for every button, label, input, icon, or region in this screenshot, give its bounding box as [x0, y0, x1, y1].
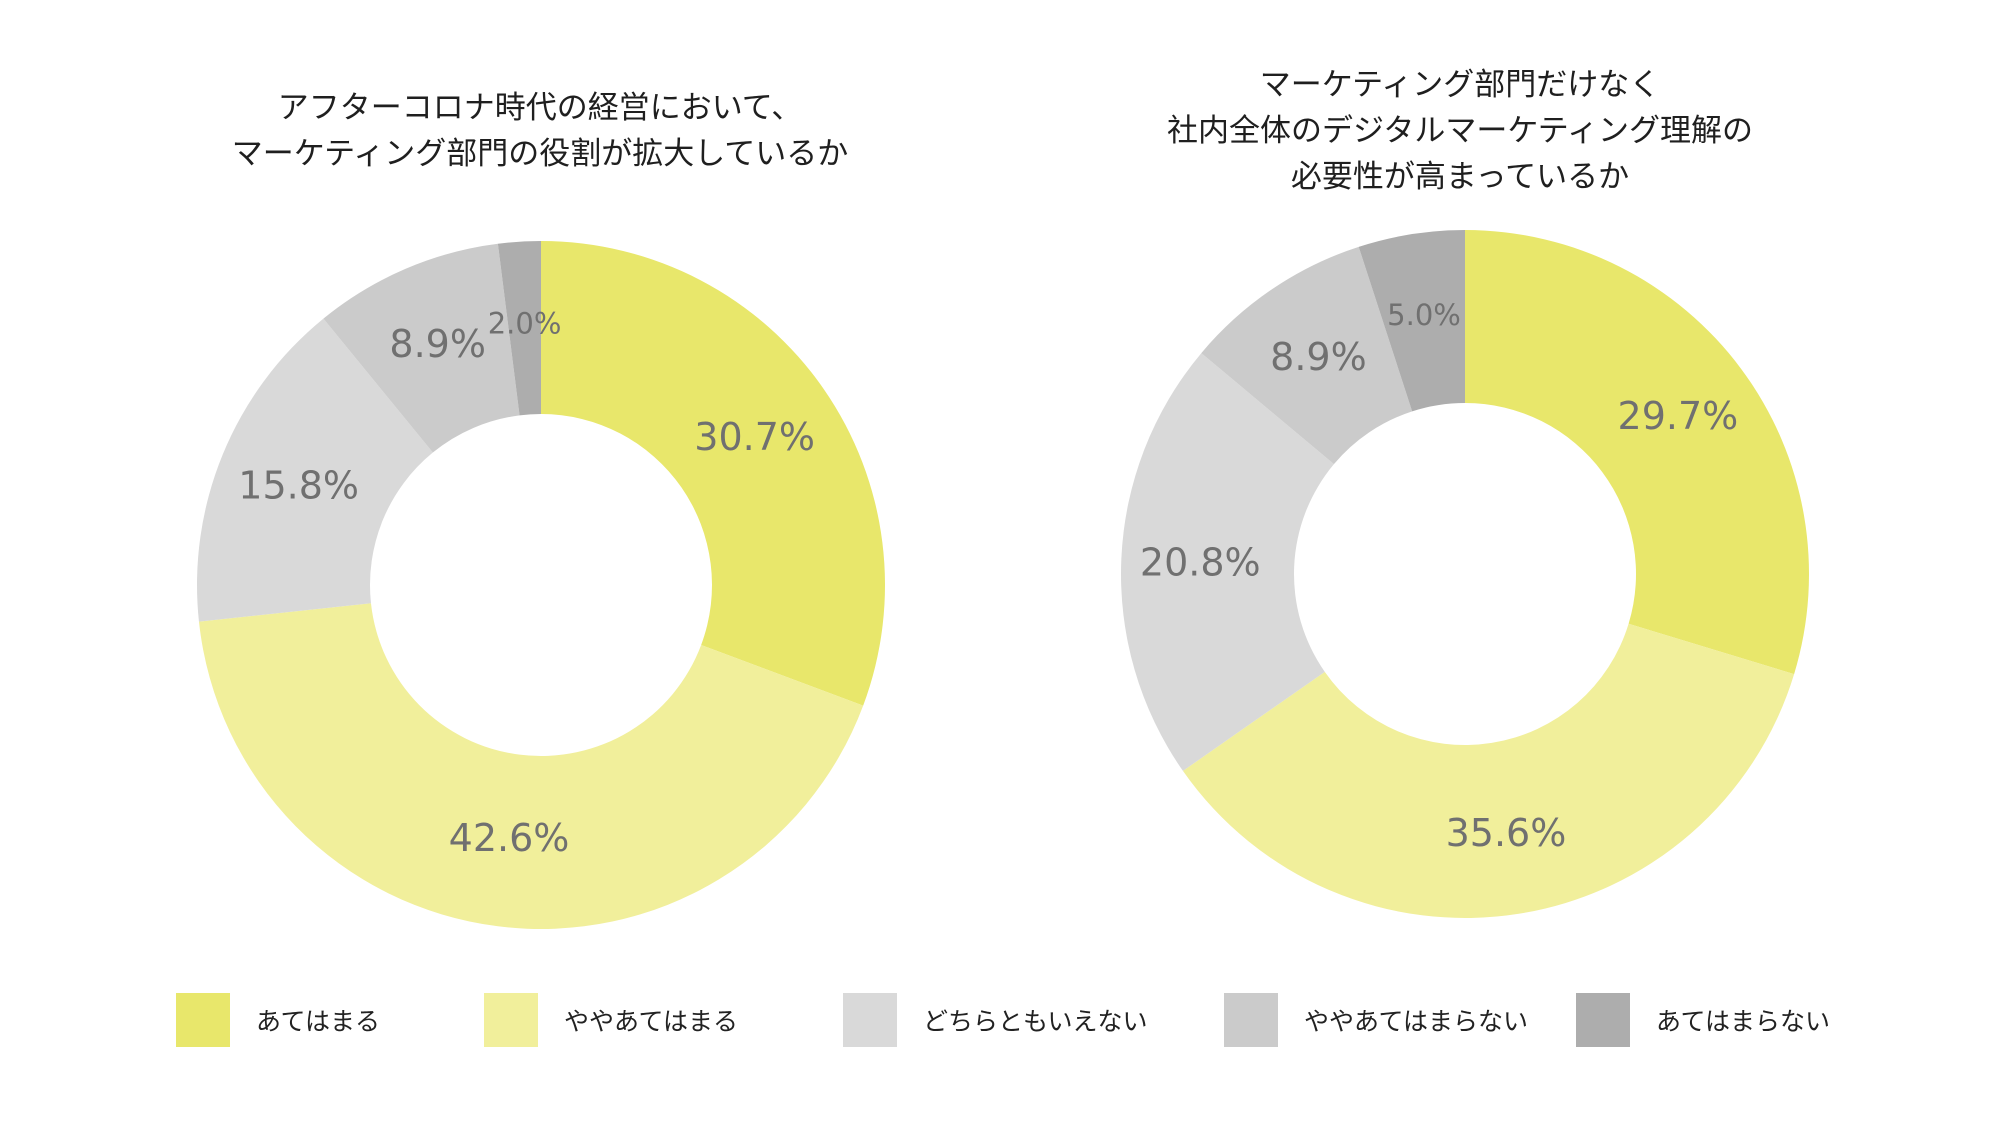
legend-label-atehamaru: あてはまる	[256, 1007, 381, 1036]
donut-2-label-atehamaru: 29.7%	[1618, 394, 1739, 438]
legend-item-yaya-atehamaru: ややあてはまる	[484, 993, 738, 1047]
donut-1-slice-atehamaranai	[497, 241, 541, 416]
donut-2-slice-yaya-atehamaranai	[1201, 246, 1413, 465]
chart-2-title: マーケティング部門だけなく 社内全体のデジタルマーケティング理解の 必要性が高ま…	[1080, 62, 1840, 200]
legend-swatch-atehamaranai	[1576, 993, 1630, 1047]
chart-1-title-line-1: アフターコロナ時代の経営において、	[277, 90, 803, 126]
chart-2-title-line-3: 必要性が高まっているか	[1290, 159, 1630, 195]
donut-1-label-yaya-atehamaru: 42.6%	[449, 816, 570, 860]
legend-label-yaya-atehamaru: ややあてはまる	[564, 1007, 739, 1036]
donut-1-slice-atehamaru	[541, 241, 886, 706]
legend-swatch-yaya-atehamaranai	[1224, 993, 1278, 1047]
donut-2-label-atehamaranai: 5.0%	[1387, 298, 1461, 332]
donut-1-label-dochiratomo: 15.8%	[238, 463, 359, 507]
donut-2-slice-dochiratomo	[1121, 353, 1334, 771]
donut-2-label-yaya-atehamaru: 35.6%	[1446, 811, 1567, 855]
legend-swatch-dochiratomo	[843, 993, 897, 1047]
legend-label-yaya-atehamaranai: ややあてはまらない	[1304, 1007, 1529, 1036]
donut-chart-2: 29.7% 35.6% 20.8% 8.9% 5.0%	[1121, 230, 1809, 918]
donut-1-slice-yaya-atehamaru	[198, 603, 864, 929]
donut-2-slice-atehamaru	[1465, 230, 1809, 675]
donut-1-label-yaya-atehamaranai: 8.9%	[389, 322, 486, 366]
donut-1-label-atehamaranai: 2.0%	[488, 307, 562, 341]
legend-label-dochiratomo: どちらともいえない	[923, 1007, 1148, 1036]
legend-swatch-yaya-atehamaru	[484, 993, 538, 1047]
donut-1-slice-dochiratomo	[197, 318, 433, 622]
donut-1-slice-yaya-atehamaranai	[323, 243, 520, 453]
chart-2-title-line-2: 社内全体のデジタルマーケティング理解の	[1167, 113, 1753, 149]
donut-2-slice-atehamaranai	[1358, 230, 1465, 412]
donut-2-label-yaya-atehamaranai: 8.9%	[1270, 335, 1367, 379]
chart-1-title: アフターコロナ時代の経営において、 マーケティング部門の役割が拡大しているか	[160, 85, 920, 177]
chart-2-title-line-1: マーケティング部門だけなく	[1259, 67, 1661, 103]
legend-item-dochiratomo: どちらともいえない	[843, 993, 1148, 1047]
donut-chart-1: 30.7% 42.6% 15.8% 8.9% 2.0%	[197, 241, 886, 929]
legend-swatch-atehamaru	[176, 993, 230, 1047]
donut-1-label-atehamaru: 30.7%	[694, 415, 815, 459]
legend-label-atehamaranai: あてはまらない	[1656, 1007, 1831, 1036]
legend-item-atehamaranai: あてはまらない	[1576, 993, 1830, 1047]
donut-2-label-dochiratomo: 20.8%	[1140, 540, 1261, 584]
legend-item-atehamaru: あてはまる	[176, 993, 380, 1047]
donut-2-slice-yaya-atehamaru	[1182, 623, 1795, 918]
chart-1-title-line-2: マーケティング部門の役割が拡大しているか	[231, 136, 849, 172]
legend-item-yaya-atehamaranai: ややあてはまらない	[1224, 993, 1528, 1047]
